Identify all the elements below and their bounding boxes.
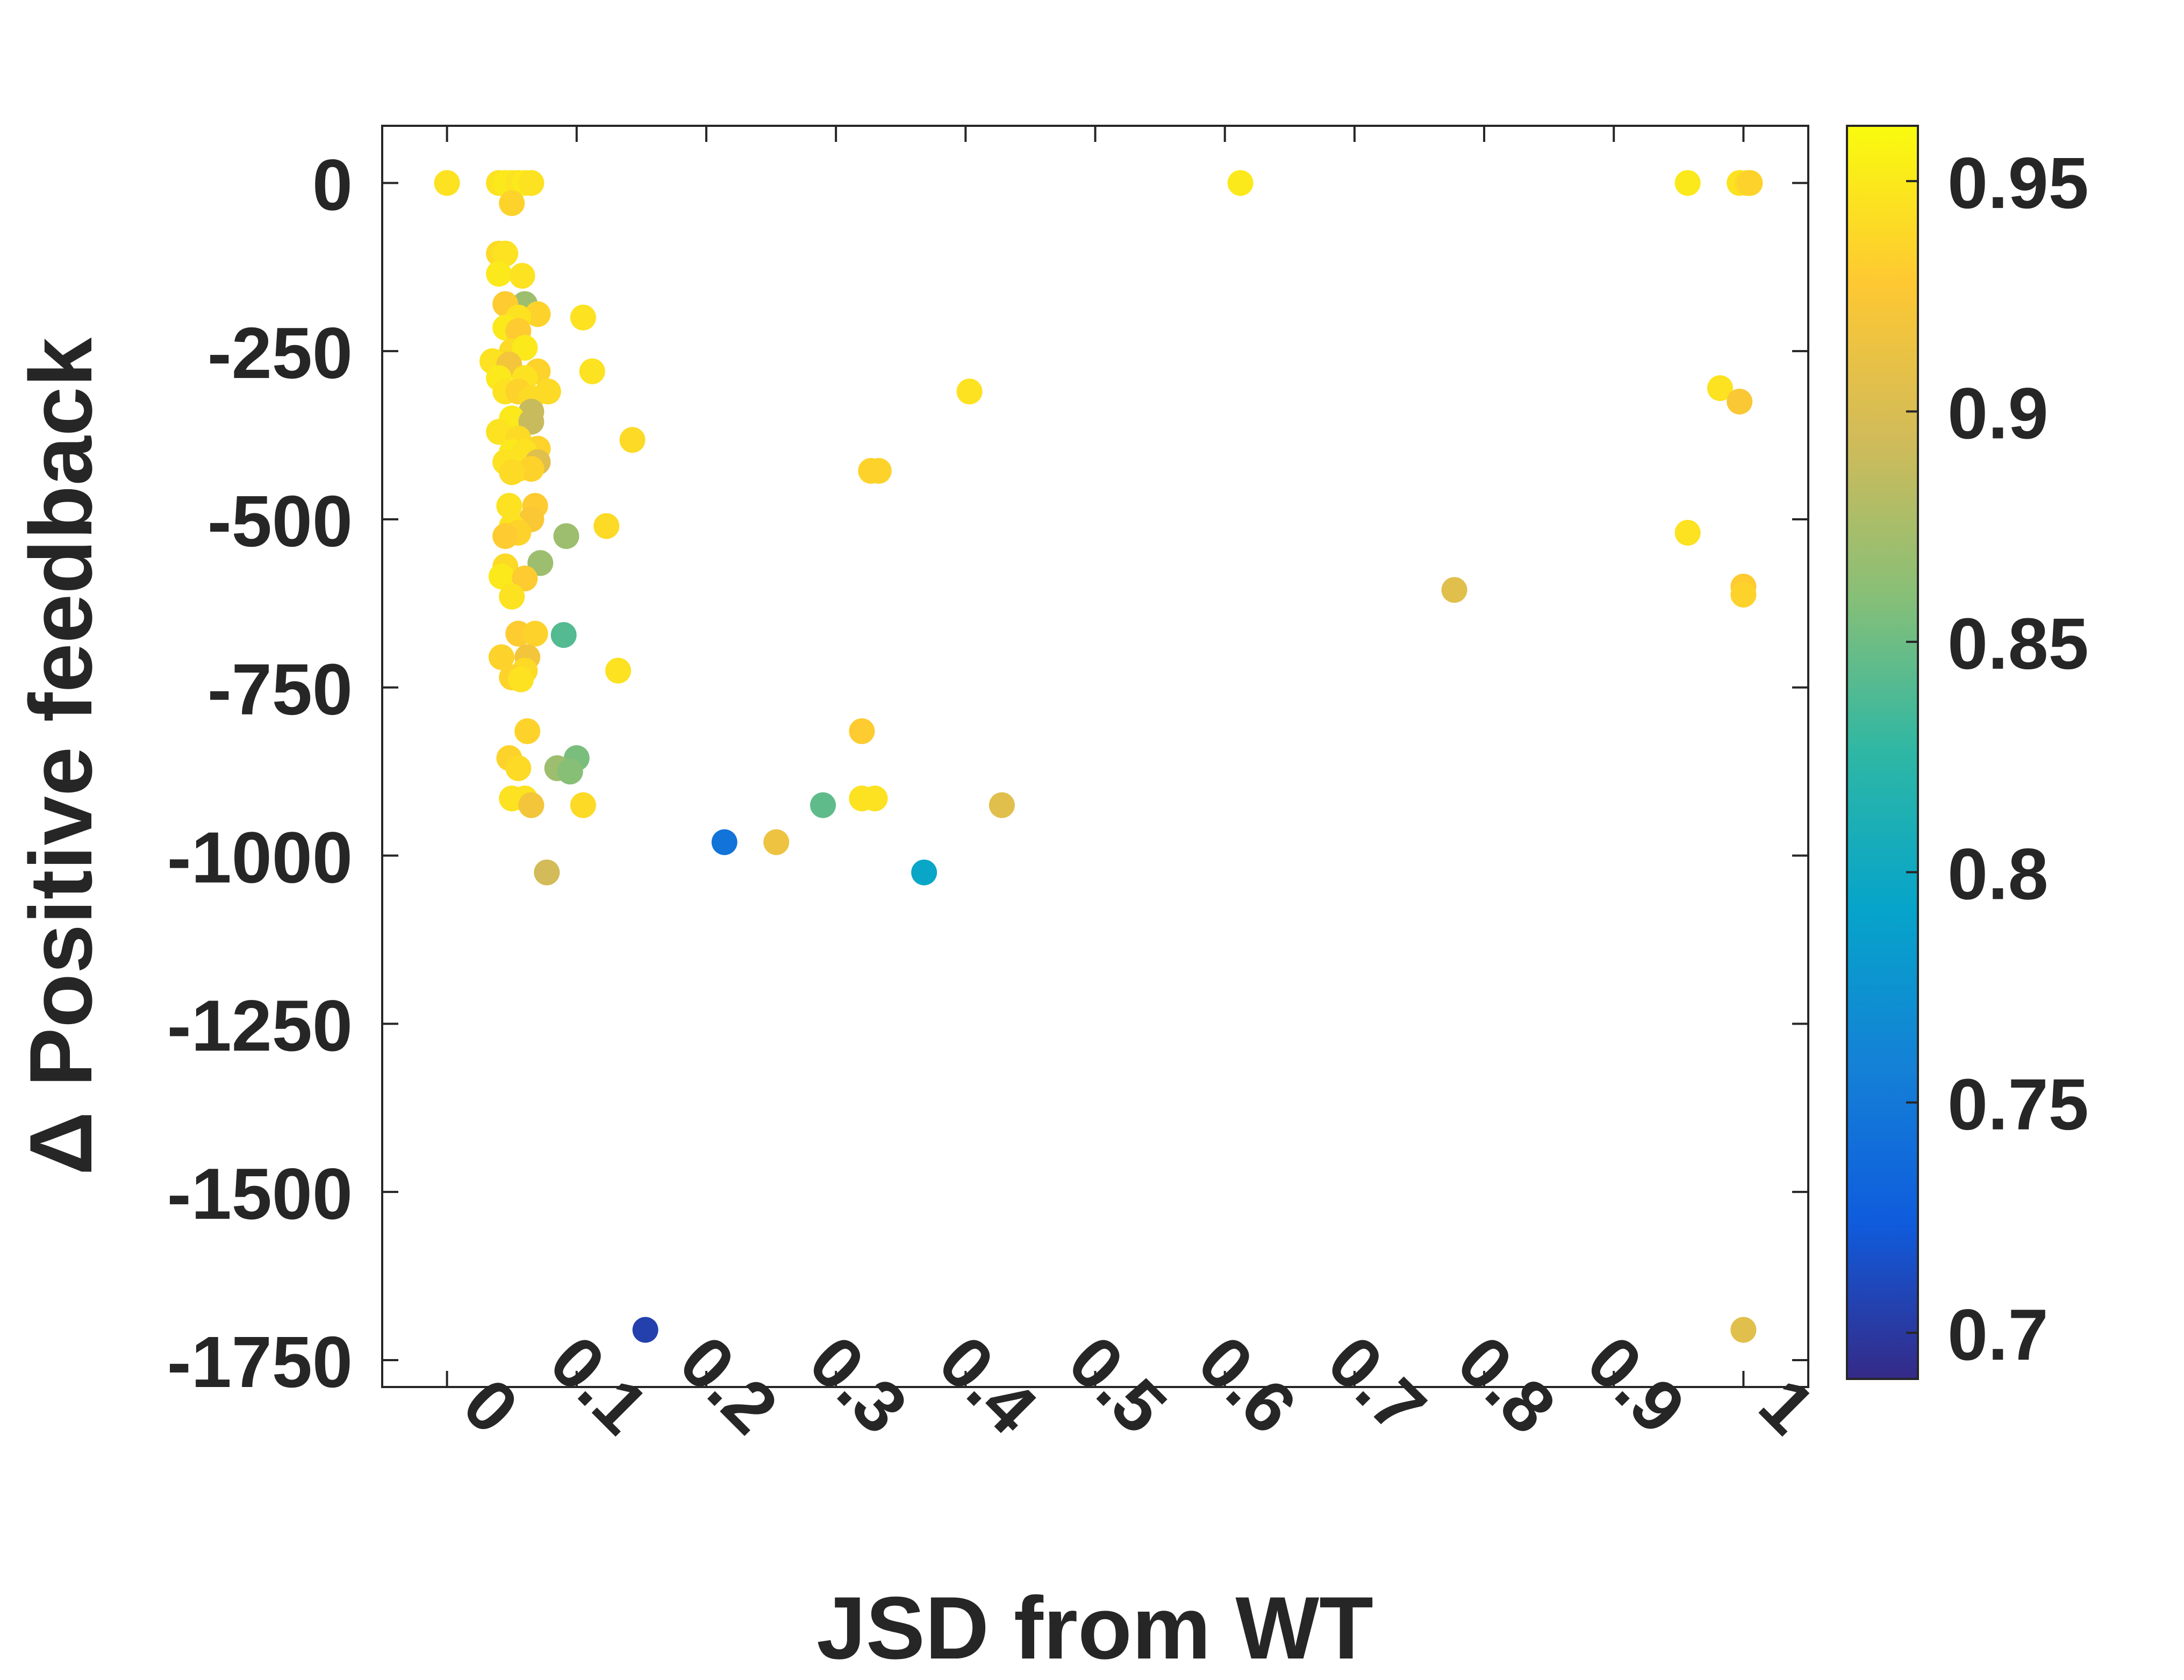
colorbar-tick-label: 0.9 — [1947, 373, 2049, 454]
y-axis-label: Δ Positive feedback — [11, 338, 110, 1176]
data-point — [989, 792, 1015, 818]
data-point — [862, 785, 888, 812]
data-point — [514, 718, 541, 745]
y-tick-label: -1250 — [167, 985, 353, 1066]
y-tick-label: -1500 — [167, 1153, 353, 1234]
data-point — [911, 859, 937, 885]
data-point — [810, 792, 836, 818]
colorbar-tick-label: 0.95 — [1947, 142, 2089, 224]
data-point — [525, 301, 551, 327]
data-point — [509, 263, 535, 289]
data-point — [1730, 582, 1757, 608]
y-tick-label: 0 — [312, 144, 353, 225]
data-point — [434, 170, 460, 196]
data-point — [553, 523, 579, 549]
data-point — [557, 759, 583, 785]
data-point — [499, 459, 525, 485]
data-point — [492, 523, 519, 549]
data-point — [486, 419, 512, 445]
data-point — [1441, 577, 1467, 603]
data-point — [492, 240, 519, 267]
y-tick-label: -1000 — [167, 817, 353, 898]
data-point — [763, 829, 790, 855]
data-point — [593, 513, 620, 539]
data-point — [1227, 170, 1254, 196]
data-point — [522, 620, 548, 647]
data-point — [499, 583, 525, 610]
colorbar-tick-label: 0.85 — [1947, 603, 2089, 684]
data-point — [496, 492, 522, 519]
y-tick-label: -1750 — [167, 1321, 353, 1403]
data-point — [1707, 375, 1733, 401]
data-point — [518, 170, 545, 196]
data-point — [488, 644, 514, 670]
data-point — [619, 427, 646, 453]
data-point — [518, 792, 545, 818]
data-point — [499, 190, 525, 216]
data-point — [512, 334, 538, 361]
colorbar — [1846, 125, 1919, 1380]
data-point — [1730, 1317, 1757, 1343]
data-points — [434, 170, 1763, 1343]
y-tick-label: -750 — [207, 649, 353, 730]
plot-area — [381, 125, 1809, 1388]
data-point — [550, 622, 577, 648]
data-point — [512, 566, 538, 592]
data-point — [508, 666, 534, 692]
data-point — [505, 755, 532, 781]
data-point — [518, 456, 545, 482]
colorbar-tick-label: 0.75 — [1947, 1064, 2089, 1145]
data-point — [1727, 388, 1753, 414]
data-point — [605, 657, 631, 684]
y-tick-label: -500 — [207, 481, 353, 562]
data-point — [711, 829, 737, 855]
data-point — [1737, 170, 1763, 196]
data-point — [849, 718, 875, 745]
x-axis-label: JSD from WT — [817, 1578, 1373, 1677]
data-point — [488, 563, 514, 590]
colorbar-tick-label: 0.8 — [1947, 833, 2049, 914]
data-point — [632, 1317, 658, 1343]
data-point — [1674, 170, 1701, 196]
colorbar-ticks: 0.7 0.75 0.8 0.85 0.9 0.95 — [1906, 142, 2089, 1375]
data-point — [570, 304, 596, 331]
data-point — [534, 859, 560, 885]
colorbar-tick-label: 0.7 — [1947, 1294, 2049, 1375]
data-point — [579, 358, 605, 384]
data-point — [1674, 519, 1701, 546]
y-axis-ticks: 0 -250 -500 -750 -1000 -1250 -1500 -1750 — [167, 144, 1808, 1403]
data-point — [865, 457, 892, 484]
data-point — [956, 378, 983, 405]
data-point — [570, 792, 596, 818]
data-point — [486, 261, 512, 287]
y-tick-label: -250 — [207, 312, 353, 394]
